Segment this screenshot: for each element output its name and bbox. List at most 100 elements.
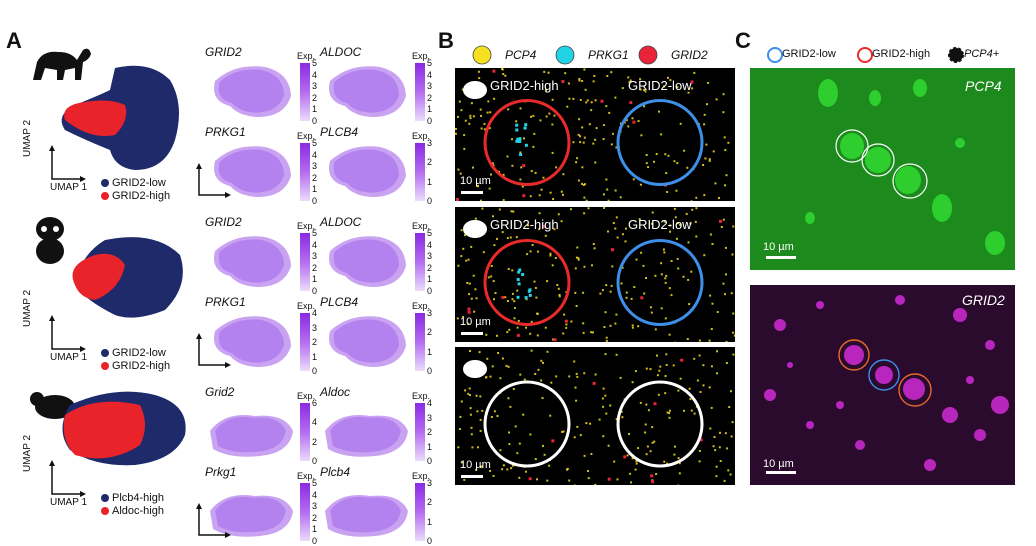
b-low-label: GRID2-low xyxy=(628,217,692,232)
colorbar-tick: 0 xyxy=(312,196,317,206)
colorbar-tick: 5 xyxy=(312,478,317,488)
colorbar-tick: 2 xyxy=(427,263,432,273)
colorbar-tick: 5 xyxy=(312,58,317,68)
species-legend-low: GRID2-low xyxy=(112,177,166,189)
gene-title: ALDOC xyxy=(320,215,361,229)
colorbar-tick: 2 xyxy=(427,93,432,103)
colorbar xyxy=(415,63,425,121)
colorbar-tick: 1 xyxy=(312,184,317,194)
colorbar xyxy=(300,483,310,541)
colorbar xyxy=(415,403,425,461)
colorbar xyxy=(415,313,425,371)
colorbar-tick: 4 xyxy=(312,240,317,250)
colorbar-tick: 2 xyxy=(312,437,317,447)
gene-title: GRID2 xyxy=(205,45,242,59)
colorbar xyxy=(415,143,425,201)
umap-marmoset xyxy=(55,230,190,325)
colorbar-tick: 3 xyxy=(312,81,317,91)
colorbar-tick: 2 xyxy=(427,327,432,337)
colorbar-tick: 0 xyxy=(312,286,317,296)
colorbar-tick: 2 xyxy=(312,173,317,183)
colorbar-tick: 1 xyxy=(312,274,317,284)
b-scale: 10 µm xyxy=(460,316,491,328)
colorbar-tick: 4 xyxy=(312,70,317,80)
colorbar-tick: 1 xyxy=(427,442,432,452)
gene-title: ALDOC xyxy=(320,45,361,59)
colorbar-tick: 4 xyxy=(312,308,317,318)
colorbar-tick: 2 xyxy=(427,157,432,167)
colorbar-tick: 2 xyxy=(312,93,317,103)
colorbar-tick: 3 xyxy=(312,323,317,333)
colorbar-tick: 3 xyxy=(427,413,432,423)
colorbar-tick: 1 xyxy=(312,104,317,114)
species-legend-high: GRID2-high xyxy=(112,360,170,372)
colorbar xyxy=(415,483,425,541)
colorbar-tick: 2 xyxy=(312,513,317,523)
gene-title: PRKG1 xyxy=(205,125,246,139)
colorbar-tick: 2 xyxy=(427,427,432,437)
colorbar-tick: 1 xyxy=(427,347,432,357)
colorbar-tick: 5 xyxy=(312,228,317,238)
colorbar-tick: 3 xyxy=(427,308,432,318)
colorbar-tick: 3 xyxy=(427,81,432,91)
panel-label-a: A xyxy=(6,28,22,54)
colorbar-tick: 0 xyxy=(427,366,432,376)
colorbar xyxy=(415,233,425,291)
panel-label-b: B xyxy=(438,28,454,54)
umap1-label: UMAP 1 xyxy=(50,497,87,508)
umap1-label: UMAP 1 xyxy=(50,352,87,363)
umap-mouse xyxy=(55,385,195,470)
c-bottom-label: GRID2 xyxy=(962,292,1005,308)
colorbar-tick: 1 xyxy=(427,517,432,527)
c-legend-high: GRID2-high xyxy=(872,48,930,60)
gene-title: Prkg1 xyxy=(205,465,236,479)
colorbar-tick: 4 xyxy=(312,150,317,160)
gene-title: PRKG1 xyxy=(205,295,246,309)
colorbar-tick: 2 xyxy=(427,497,432,507)
b-scale: 10 µm xyxy=(460,459,491,471)
colorbar-tick: 0 xyxy=(427,196,432,206)
umap2-label: UMAP 2 xyxy=(22,290,33,327)
c-top-label: PCP4 xyxy=(965,78,1002,94)
b-low-label: GRID2-low xyxy=(628,78,692,93)
b-high-label: GRID2-high xyxy=(490,78,559,93)
colorbar xyxy=(300,313,310,371)
colorbar-tick: 2 xyxy=(312,337,317,347)
colorbar xyxy=(300,403,310,461)
colorbar-tick: 0 xyxy=(312,536,317,546)
umap1-label: UMAP 1 xyxy=(50,182,87,193)
legend-pcp4: PCP4 xyxy=(505,48,536,62)
colorbar-tick: 0 xyxy=(427,456,432,466)
colorbar-tick: 1 xyxy=(312,352,317,362)
colorbar-tick: 1 xyxy=(312,524,317,534)
colorbar-tick: 4 xyxy=(427,70,432,80)
colorbar-tick: 2 xyxy=(312,263,317,273)
colorbar xyxy=(300,143,310,201)
gene-title: Aldoc xyxy=(320,385,350,399)
c-legend-low: GRID2-low xyxy=(782,48,836,60)
c-top-scale: 10 µm xyxy=(763,241,794,253)
species-legend-low: Plcb4-high xyxy=(112,492,164,504)
gene-title: PLCB4 xyxy=(320,295,358,309)
colorbar-tick: 3 xyxy=(427,138,432,148)
b-high-label: GRID2-high xyxy=(490,217,559,232)
gene-title: GRID2 xyxy=(205,215,242,229)
colorbar-tick: 3 xyxy=(427,251,432,261)
gene-title: Plcb4 xyxy=(320,465,350,479)
c-bottom-scale: 10 µm xyxy=(763,458,794,470)
c-legend-pcp4: PCP4+ xyxy=(964,48,999,60)
umap2-label: UMAP 2 xyxy=(22,435,33,472)
colorbar-tick: 3 xyxy=(427,478,432,488)
colorbar-tick: 5 xyxy=(427,58,432,68)
species-legend-low: GRID2-low xyxy=(112,347,166,359)
colorbar-tick: 0 xyxy=(427,286,432,296)
colorbar-tick: 4 xyxy=(427,240,432,250)
colorbar-tick: 0 xyxy=(312,366,317,376)
b-scale: 10 µm xyxy=(460,175,491,187)
colorbar-tick: 0 xyxy=(312,116,317,126)
umap2-label: UMAP 2 xyxy=(22,120,33,157)
gene-title: Grid2 xyxy=(205,385,234,399)
colorbar-tick: 1 xyxy=(427,177,432,187)
colorbar-tick: 1 xyxy=(427,274,432,284)
colorbar-tick: 5 xyxy=(312,138,317,148)
